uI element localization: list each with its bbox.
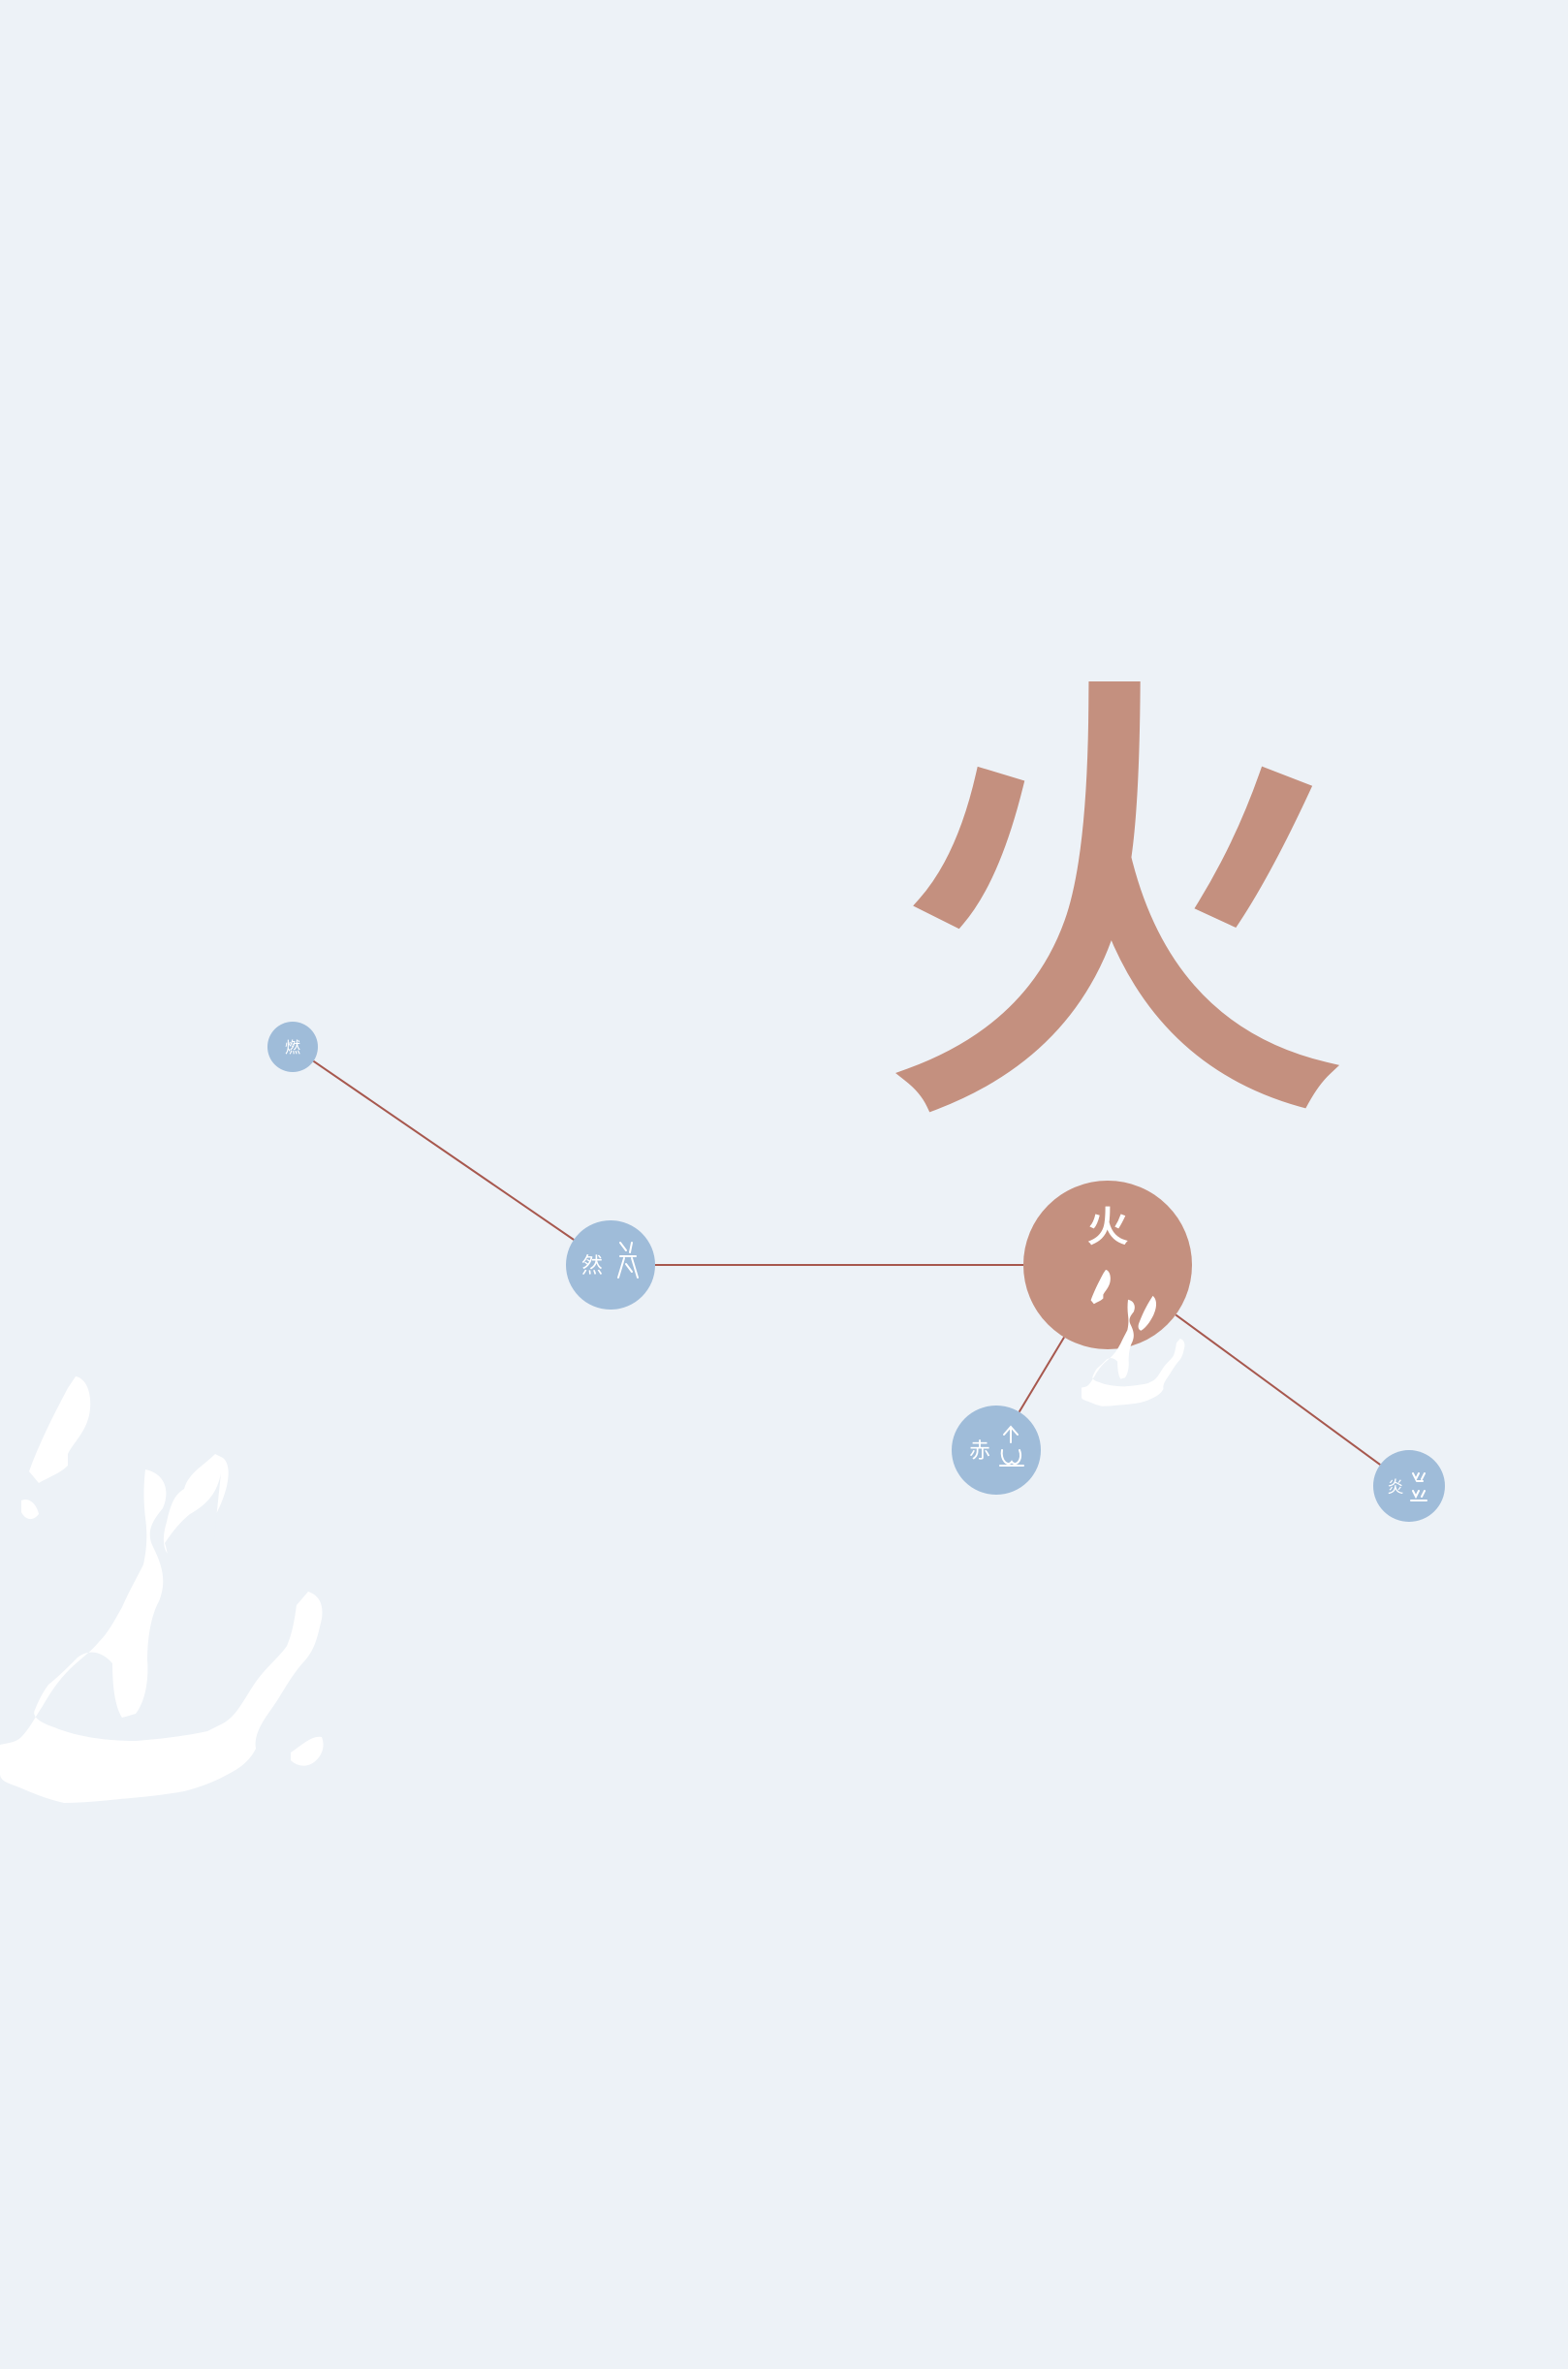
center-node-character: 火 xyxy=(1087,1203,1128,1250)
yan-oracle-icon xyxy=(1410,1472,1427,1501)
node-chi-circle xyxy=(952,1406,1041,1495)
ran-oracle-icon xyxy=(617,1242,639,1279)
node-chi[interactable]: 赤 xyxy=(952,1406,1041,1495)
links-layer xyxy=(312,1059,1381,1466)
link-center-yan xyxy=(1175,1313,1381,1466)
main-character: 火 xyxy=(887,639,1342,1174)
node-yan[interactable]: 炎 xyxy=(1373,1450,1445,1522)
fire-oracle-icon xyxy=(1082,1270,1185,1406)
chi-oracle-icon xyxy=(999,1425,1024,1467)
node-ran-character: 然 xyxy=(581,1254,603,1279)
node-yan-circle xyxy=(1373,1450,1445,1522)
node-ran-burn[interactable]: 燃 xyxy=(267,1022,318,1072)
node-yan-character: 炎 xyxy=(1388,1478,1404,1498)
link-center-chi xyxy=(1018,1336,1065,1413)
link-ran-burn-ran xyxy=(312,1059,575,1241)
node-chi-character: 赤 xyxy=(969,1439,990,1464)
node-ran-burn-circle xyxy=(267,1022,318,1072)
node-ran-burn-character: 燃 xyxy=(285,1038,300,1057)
center-node[interactable]: 火 xyxy=(1023,1181,1192,1406)
large-fire-oracle-icon xyxy=(0,1376,329,1803)
node-ran-circle xyxy=(566,1220,655,1310)
node-ran[interactable]: 然 xyxy=(566,1220,655,1310)
